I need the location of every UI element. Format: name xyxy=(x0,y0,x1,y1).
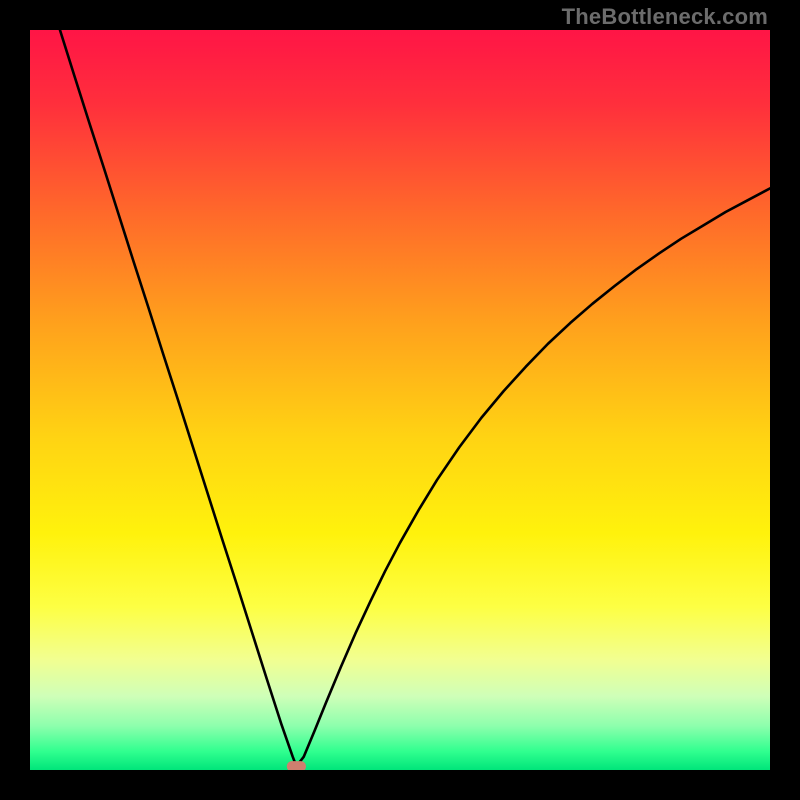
chart-frame: TheBottleneck.com xyxy=(0,0,800,800)
chart-background xyxy=(30,30,770,770)
watermark-text: TheBottleneck.com xyxy=(562,4,768,30)
chart-svg xyxy=(30,30,770,770)
optimum-marker xyxy=(287,761,306,770)
plot-area xyxy=(30,30,770,770)
